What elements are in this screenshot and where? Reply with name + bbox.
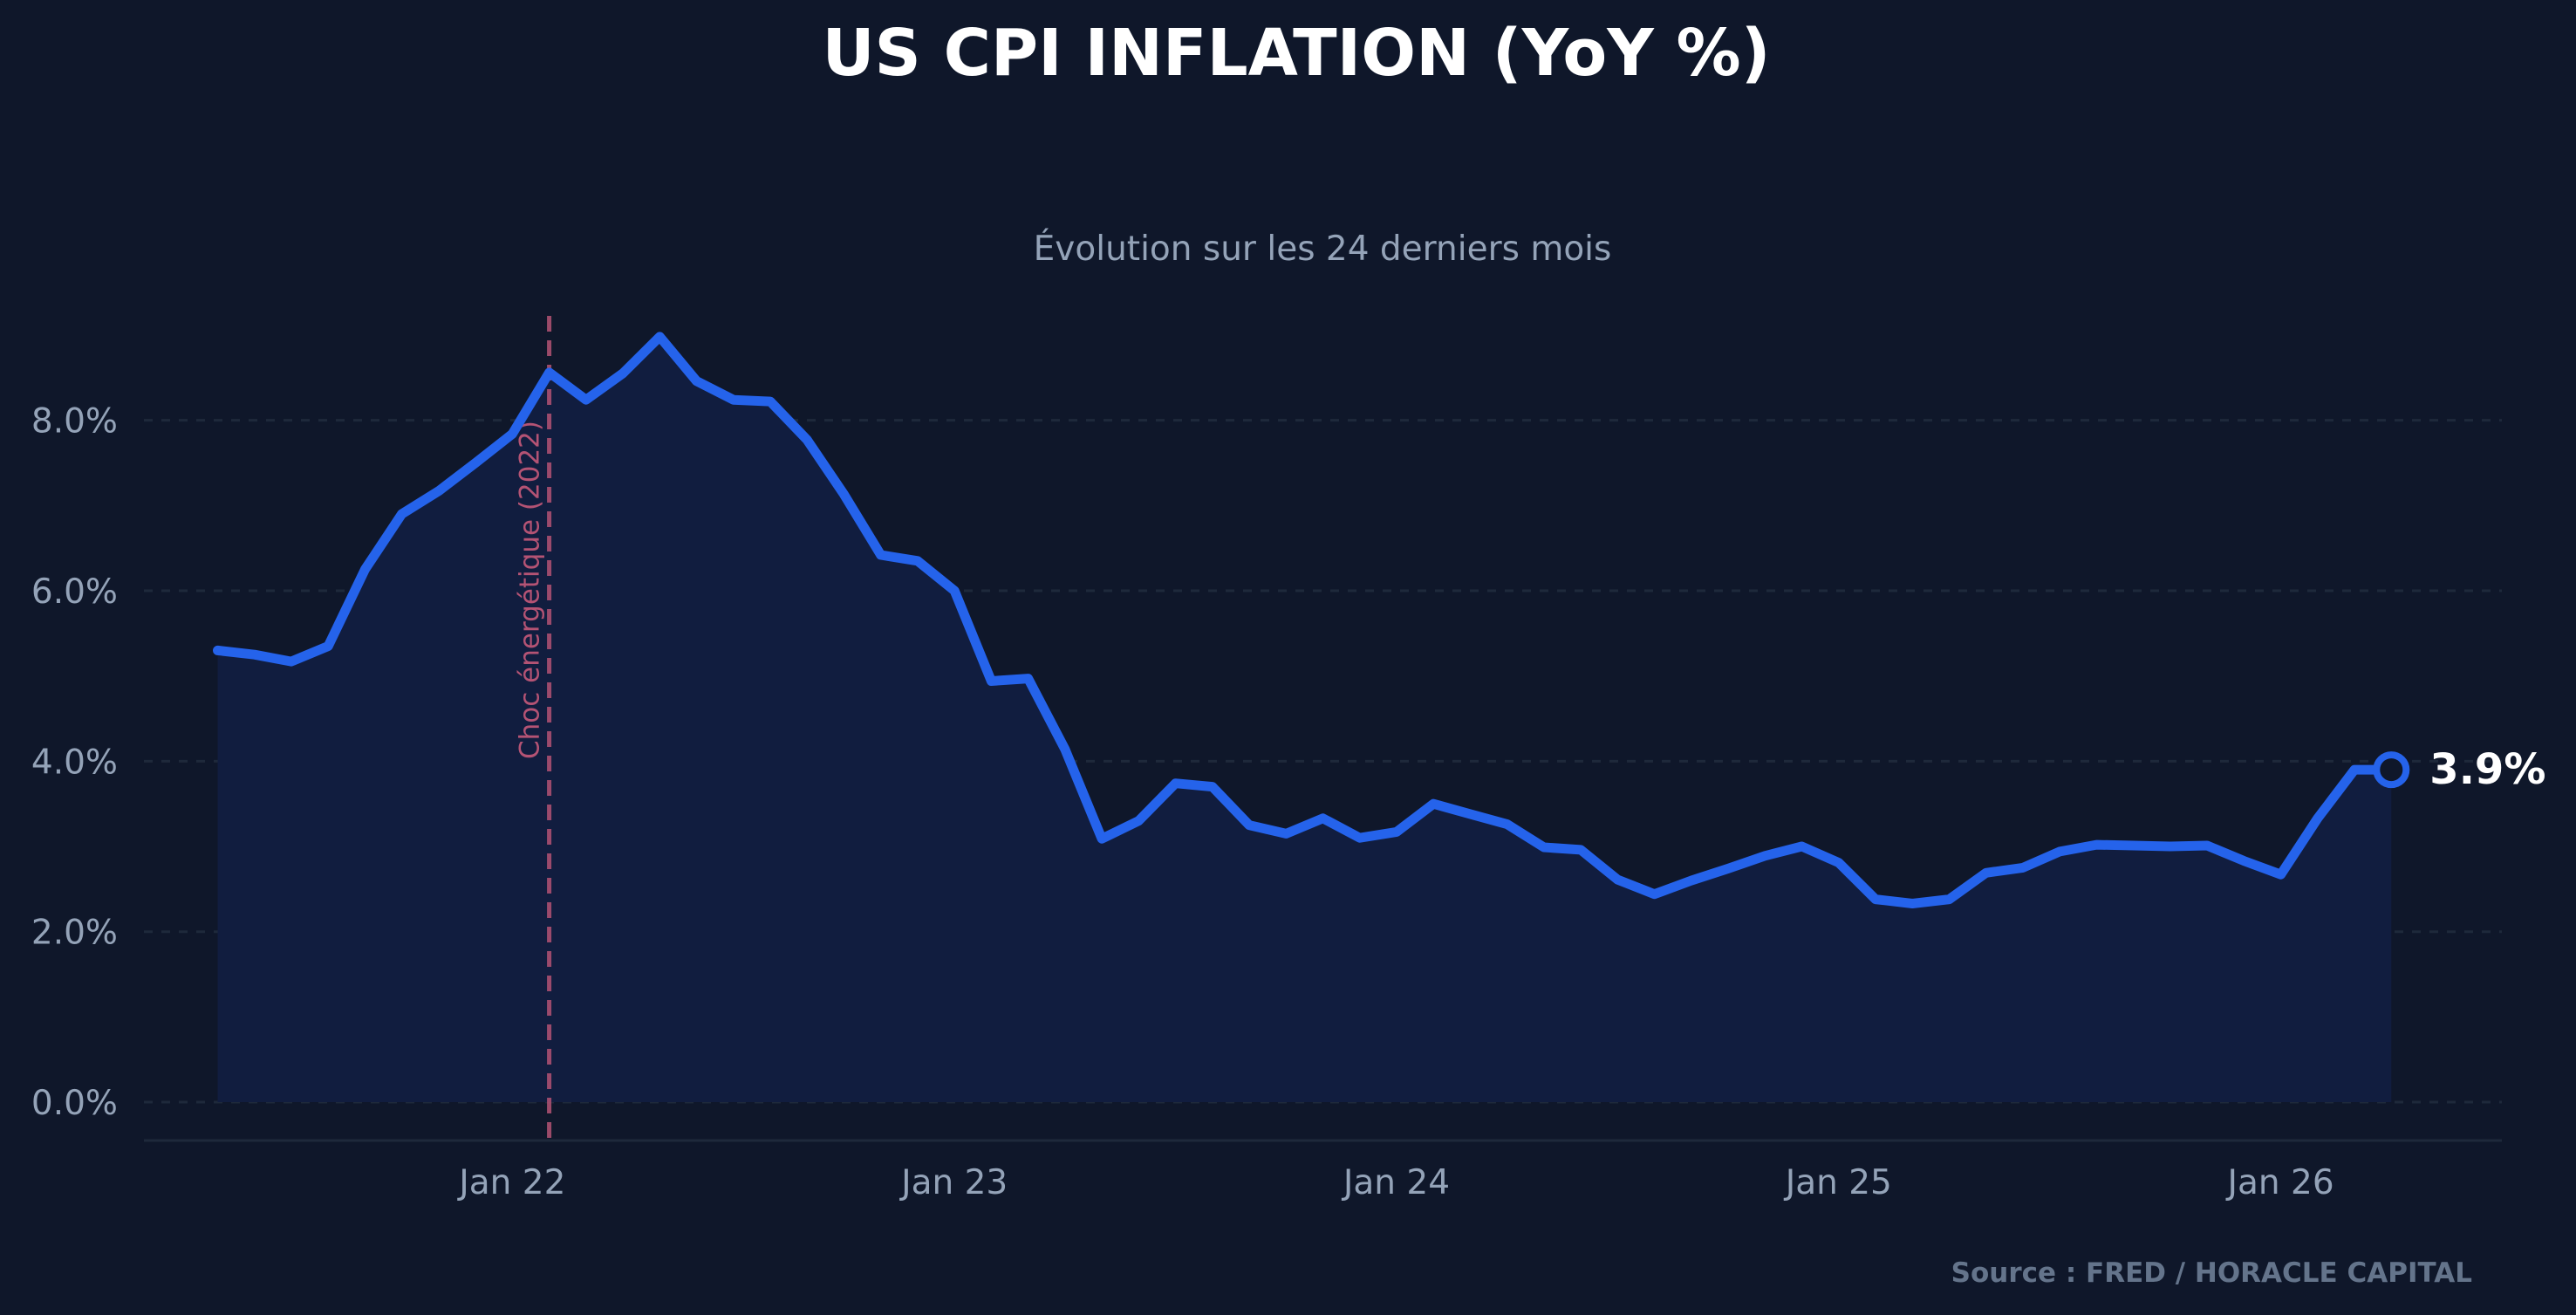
x-axis-ticks: Jan 22 Jan 23 Jan 24 Jan 25 Jan 26 <box>456 1163 2333 1202</box>
y-tick-label: 4.0% <box>31 743 118 782</box>
x-tick-label: Jan 22 <box>456 1163 565 1202</box>
x-tick-label: Jan 26 <box>2225 1163 2334 1202</box>
area-fill <box>217 336 2392 1102</box>
source-credit: Source : FRED / HORACLE CAPITAL <box>1951 1257 2472 1289</box>
chart-title: US CPI INFLATION (YoY %) <box>822 16 1770 91</box>
marker-layer: 3.9% <box>2373 745 2545 794</box>
x-tick-label: Jan 25 <box>1783 1163 1892 1202</box>
area-layer <box>217 336 2392 1102</box>
annotation-label-0: Choc énergétique (2022) <box>515 421 546 759</box>
line-layer <box>213 332 2396 908</box>
y-tick-label: 6.0% <box>31 572 118 612</box>
annotation-layer: Choc énergétique (2022) <box>515 316 552 1140</box>
x-tick-label: Jan 24 <box>1341 1163 1450 1202</box>
y-axis-ticks: 0.0% 2.0% 4.0% 6.0% 8.0% <box>31 402 118 1123</box>
last-point-marker <box>2373 751 2410 789</box>
y-tick-label: 2.0% <box>31 914 118 953</box>
last-value-label: 3.9% <box>2429 745 2545 794</box>
chart-subtitle: Évolution sur les 24 derniers mois <box>1034 228 1612 269</box>
y-tick-label: 0.0% <box>31 1084 118 1123</box>
cpi-series-line <box>213 332 2396 908</box>
y-tick-label: 8.0% <box>31 402 118 442</box>
x-tick-label: Jan 23 <box>899 1163 1008 1202</box>
